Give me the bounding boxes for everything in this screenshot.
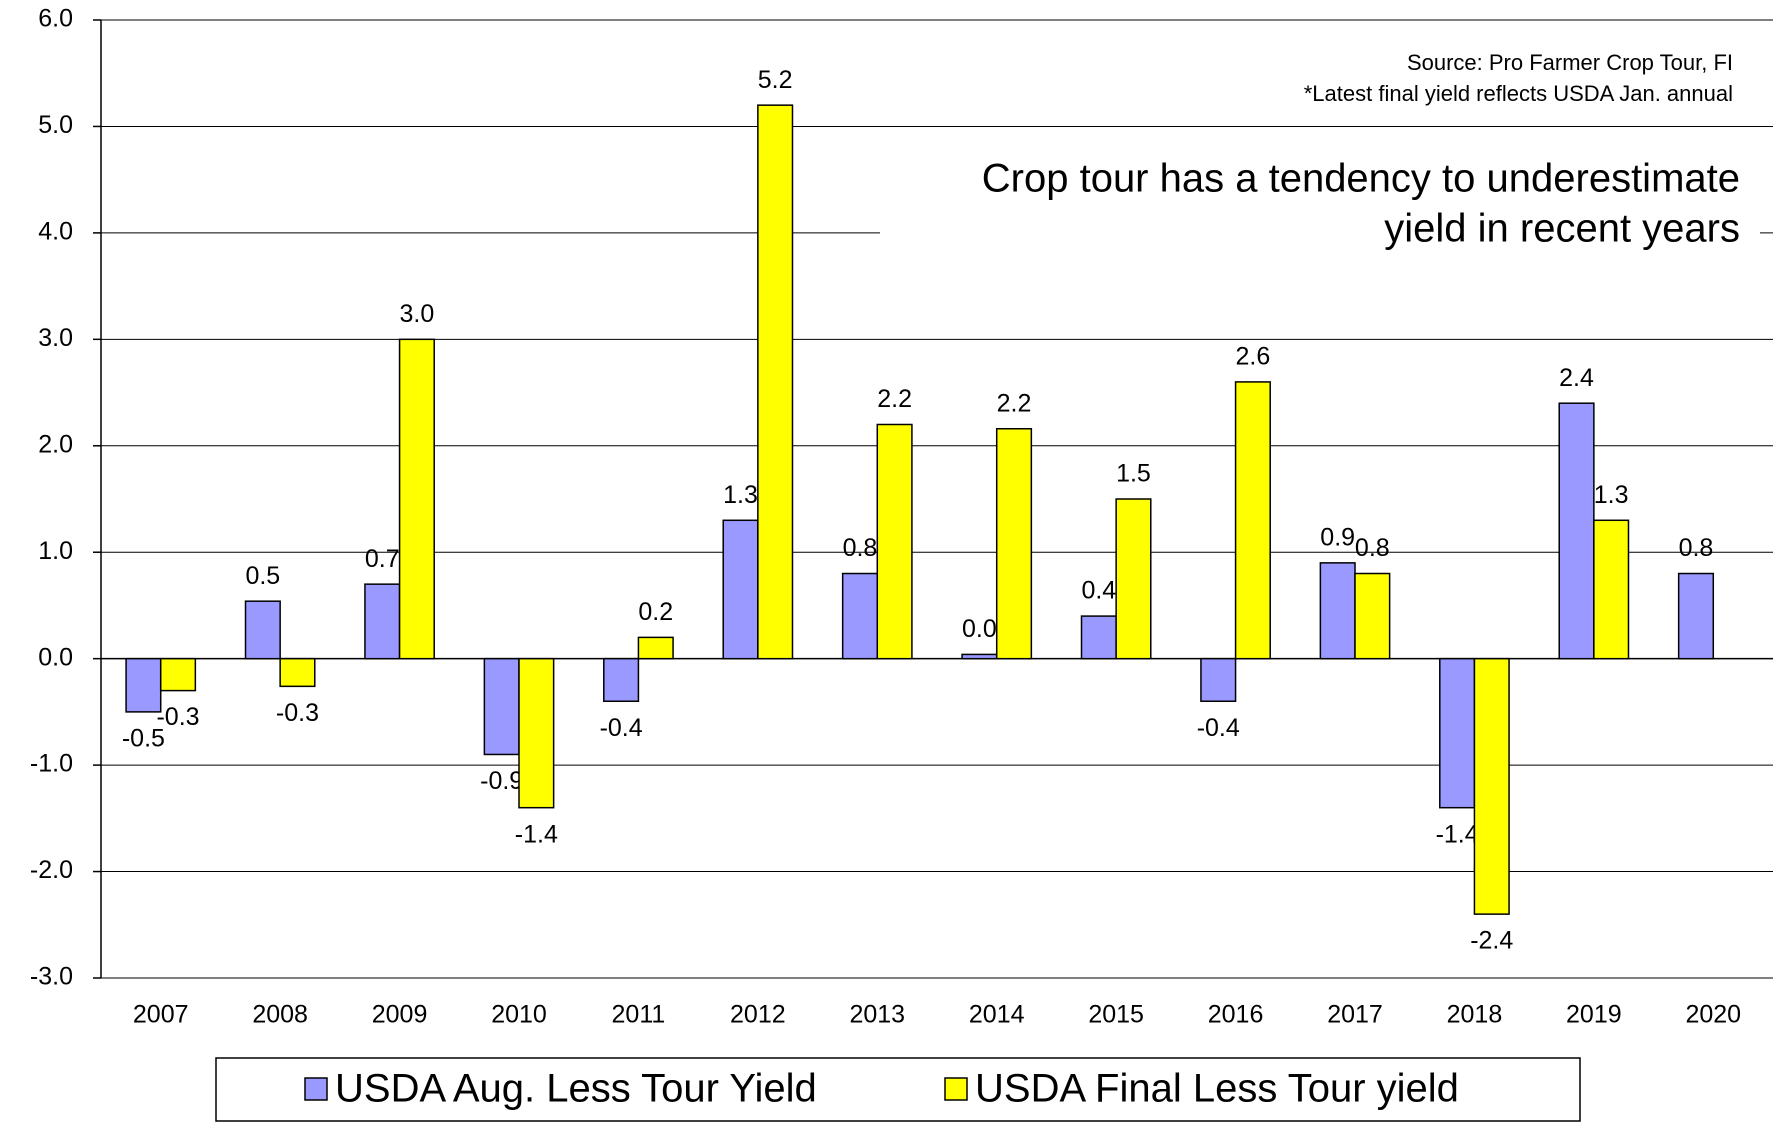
value-label: 0.4: [1081, 577, 1116, 605]
x-tick-label: 2009: [372, 1001, 428, 1029]
value-label: 1.5: [1116, 460, 1151, 488]
bar: [125, 657, 162, 713]
y-tick-label: 6.0: [38, 5, 73, 33]
value-label: 0.7: [365, 545, 400, 573]
value-label: 0.5: [245, 562, 280, 590]
note: *Latest final yield reflects USDA Jan. a…: [1304, 81, 1733, 106]
value-label: 2.2: [877, 385, 912, 413]
bar: [398, 338, 435, 660]
bar: [757, 104, 794, 660]
value-label: 2.6: [1236, 343, 1271, 371]
y-tick-label: 5.0: [38, 111, 73, 139]
bar: [1677, 572, 1715, 660]
x-tick-label: 2016: [1208, 1001, 1264, 1029]
value-label: 0.8: [1355, 534, 1390, 562]
legend-label: USDA Aug. Less Tour Yield: [335, 1067, 817, 1111]
x-tick-label: 2008: [252, 1001, 308, 1029]
legend-box: [215, 1057, 1581, 1122]
x-tick-label: 2012: [730, 1001, 786, 1029]
y-tick-label: 4.0: [38, 217, 73, 245]
legend-label: USDA Final Less Tour yield: [975, 1067, 1459, 1111]
value-label: 1.3: [723, 481, 758, 509]
bar: [1558, 402, 1595, 660]
y-tick-label: -1.0: [30, 750, 73, 778]
x-tick-label: 2010: [491, 1001, 547, 1029]
bar: [1354, 572, 1391, 660]
value-label: 2.2: [997, 389, 1032, 417]
annotation-bg: [880, 130, 1760, 260]
x-tick-label: 2007: [133, 1001, 189, 1029]
annotation: Crop tour has a tendency to underestimat…: [982, 157, 1740, 201]
bar: [1115, 498, 1152, 660]
bar: [876, 423, 913, 660]
value-label: 5.2: [758, 66, 793, 94]
y-tick-label: -3.0: [30, 963, 73, 991]
y-tick-label: -2.0: [30, 856, 73, 884]
value-label: 1.3: [1594, 481, 1629, 509]
x-tick-label: 2015: [1088, 1001, 1144, 1029]
legend-swatch: [304, 1077, 328, 1101]
value-label: -0.4: [1197, 714, 1240, 742]
x-tick-label: 2017: [1327, 1001, 1383, 1029]
bar: [159, 657, 197, 692]
value-label: 0.8: [843, 534, 878, 562]
bar: [1473, 657, 1510, 915]
bar: [1319, 562, 1356, 660]
bar: [279, 657, 316, 688]
x-tick-label: 2014: [969, 1001, 1025, 1029]
bar: [722, 519, 759, 660]
bar: [995, 427, 1033, 660]
bar: [637, 636, 674, 660]
bar: [483, 657, 520, 756]
value-label: -1.4: [515, 820, 558, 848]
value-label: 2.4: [1559, 364, 1594, 392]
bar: [1439, 657, 1476, 809]
value-label: 3.0: [400, 300, 435, 328]
x-tick-label: 2013: [849, 1001, 905, 1029]
value-label: -0.9: [480, 767, 523, 795]
y-tick-label: 3.0: [38, 324, 73, 352]
value-label: -0.3: [156, 703, 199, 731]
value-label: -0.5: [122, 724, 165, 752]
bar: [961, 653, 998, 660]
y-tick-label: 0.0: [38, 643, 73, 671]
value-label: 0.8: [1679, 534, 1714, 562]
y-tick-label: 1.0: [38, 537, 73, 565]
value-label: -2.4: [1470, 927, 1513, 955]
y-tick-label: 2.0: [38, 430, 73, 458]
value-label: 0.0: [962, 615, 997, 643]
x-tick-label: 2019: [1566, 1001, 1622, 1029]
annotation-bg: [1180, 40, 1760, 120]
x-tick-label: 2018: [1447, 1001, 1503, 1029]
bar: [364, 583, 401, 660]
legend-swatch: [944, 1077, 968, 1101]
x-tick-label: 2020: [1685, 1001, 1741, 1029]
value-label: -0.3: [276, 699, 319, 727]
x-tick-label: 2011: [612, 1001, 666, 1029]
bar: [1200, 657, 1237, 702]
bar: [841, 572, 879, 660]
value-label: -0.4: [600, 714, 643, 742]
bar: [1234, 381, 1271, 660]
bar: [1080, 615, 1117, 660]
value-label: 0.2: [638, 598, 673, 626]
source: Source: Pro Farmer Crop Tour, FI: [1407, 50, 1733, 75]
value-label: 0.9: [1320, 523, 1355, 551]
bar: [244, 600, 281, 660]
bar: [1593, 519, 1630, 660]
bar: [518, 657, 555, 809]
bar: [603, 657, 640, 702]
value-label: -1.4: [1436, 820, 1479, 848]
annotation: yield in recent years: [1384, 207, 1740, 251]
